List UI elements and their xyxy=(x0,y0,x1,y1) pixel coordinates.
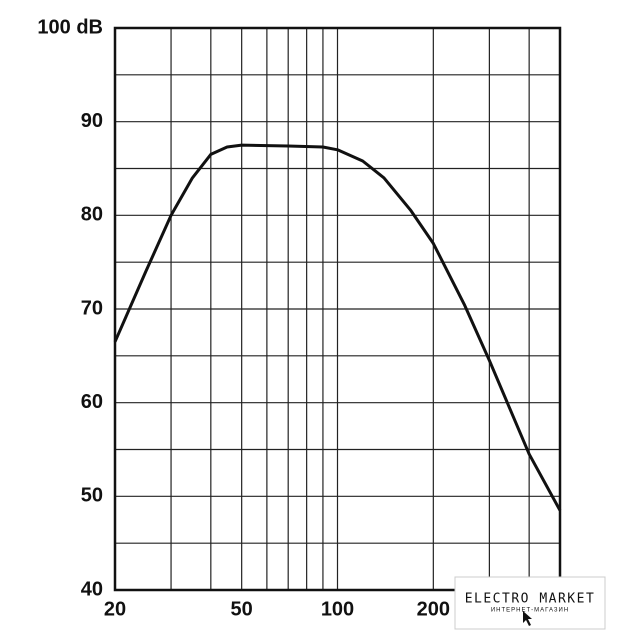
x-tick-label: 20 xyxy=(104,598,126,620)
watermark-box xyxy=(454,576,606,630)
y-tick-label: 100 dB xyxy=(37,16,103,38)
y-tick-label: 60 xyxy=(81,391,103,413)
response-curve xyxy=(113,143,562,512)
x-tick-label: 100 xyxy=(321,598,354,620)
x-tick-label: 200 xyxy=(417,598,450,620)
y-tick-label: 90 xyxy=(81,110,103,132)
x-tick-label: 50 xyxy=(231,598,253,620)
y-tick-label: 80 xyxy=(81,204,103,226)
watermark-subtitle: ИНТЕРНЕТ-МАГАЗИН xyxy=(491,608,569,614)
y-tick-label: 50 xyxy=(81,485,103,507)
cursor-icon xyxy=(523,611,532,626)
y-tick-label: 70 xyxy=(81,297,103,319)
watermark-title: ELECTRO MARKET xyxy=(465,592,596,607)
plot-frame xyxy=(113,26,562,592)
y-tick-label: 40 xyxy=(81,578,103,600)
